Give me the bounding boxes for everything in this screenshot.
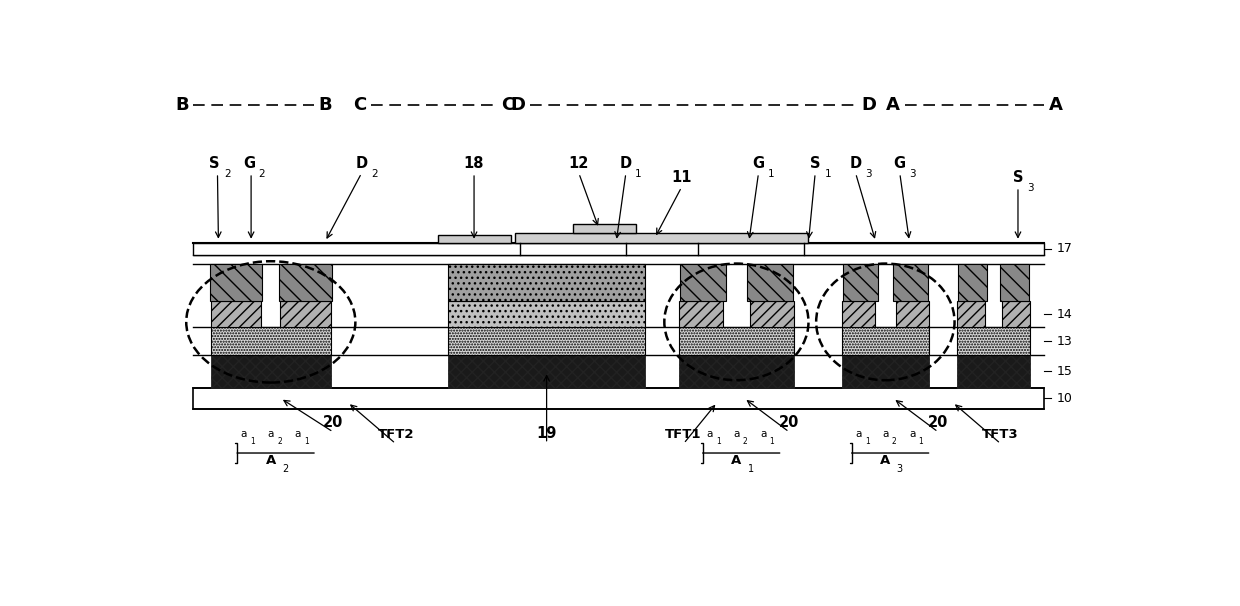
Bar [746, 264, 792, 301]
Text: a: a [733, 429, 739, 439]
Text: D: D [510, 96, 525, 115]
Text: 3: 3 [1027, 182, 1034, 193]
Text: 20: 20 [928, 415, 949, 430]
Bar [211, 327, 331, 355]
Bar [211, 301, 262, 327]
Text: 3: 3 [897, 464, 903, 474]
Text: 19: 19 [537, 427, 557, 441]
Bar [193, 243, 1044, 255]
Text: 1: 1 [864, 437, 869, 446]
Text: 17: 17 [1056, 242, 1073, 255]
Text: 18: 18 [464, 156, 485, 171]
Bar [439, 235, 511, 243]
Text: 3: 3 [864, 168, 872, 179]
Text: D: D [849, 156, 862, 171]
Text: 2: 2 [258, 168, 265, 179]
Text: 1: 1 [635, 168, 641, 179]
Bar [211, 355, 331, 388]
Text: C: C [353, 96, 367, 115]
Text: a: a [268, 429, 274, 439]
Text: a: a [295, 429, 301, 439]
Bar [680, 264, 727, 301]
Text: G: G [753, 156, 765, 171]
Bar [210, 264, 263, 301]
Bar [280, 301, 331, 327]
Bar [516, 233, 808, 243]
Text: 2: 2 [281, 464, 289, 474]
Bar [279, 264, 332, 301]
Text: S: S [810, 156, 821, 171]
Bar [893, 264, 928, 301]
Text: B: B [319, 96, 332, 115]
Text: a: a [760, 429, 766, 439]
Text: 12: 12 [569, 156, 589, 171]
Text: 1: 1 [768, 168, 774, 179]
Text: S: S [210, 156, 219, 171]
Bar [448, 355, 645, 388]
Text: B: B [175, 96, 188, 115]
Text: TFT3: TFT3 [982, 428, 1019, 441]
Text: 2: 2 [743, 437, 748, 446]
Text: D: D [862, 96, 877, 115]
Bar [678, 301, 723, 327]
Text: G: G [243, 156, 255, 171]
Text: 2: 2 [223, 168, 231, 179]
Text: 1: 1 [770, 437, 774, 446]
Text: a: a [707, 429, 713, 439]
Text: 20: 20 [779, 415, 800, 430]
Text: C: C [501, 96, 515, 115]
Text: a: a [241, 429, 247, 439]
Text: a: a [909, 429, 915, 439]
Bar [678, 327, 794, 355]
Text: A: A [880, 454, 890, 467]
Text: 15: 15 [1056, 365, 1073, 378]
Bar [843, 264, 878, 301]
Text: D: D [356, 156, 368, 171]
Text: 13: 13 [1056, 335, 1073, 347]
Bar [448, 264, 645, 301]
Text: A: A [885, 96, 900, 115]
Text: TFT1: TFT1 [666, 428, 702, 441]
Text: a: a [882, 429, 889, 439]
Bar [193, 327, 1044, 355]
Text: a: a [856, 429, 862, 439]
Text: A: A [732, 454, 742, 467]
Text: G: G [894, 156, 906, 171]
Text: 1: 1 [748, 464, 754, 474]
Text: 1: 1 [715, 437, 720, 446]
Text: 1: 1 [825, 168, 831, 179]
Bar [895, 301, 929, 327]
Bar [842, 301, 875, 327]
Bar [959, 264, 987, 301]
Text: 3: 3 [909, 168, 915, 179]
Bar [573, 224, 636, 233]
Text: S: S [1013, 170, 1023, 185]
Text: A: A [265, 454, 277, 467]
Bar [957, 355, 1029, 388]
Text: A: A [1049, 96, 1063, 115]
Bar [193, 388, 1044, 408]
Text: 11: 11 [671, 170, 692, 185]
Bar [1002, 301, 1029, 327]
Text: 14: 14 [1056, 308, 1073, 321]
Text: 1: 1 [250, 437, 255, 446]
Text: 2: 2 [277, 437, 281, 446]
Bar [999, 264, 1029, 301]
Bar [957, 301, 985, 327]
Text: 1: 1 [919, 437, 924, 446]
Text: 2: 2 [371, 168, 377, 179]
Bar [842, 355, 929, 388]
Bar [678, 355, 794, 388]
Bar [842, 327, 929, 355]
Text: 1: 1 [304, 437, 309, 446]
Text: 10: 10 [1056, 391, 1073, 405]
Text: D: D [620, 156, 632, 171]
Bar [750, 301, 794, 327]
Bar [448, 301, 645, 327]
Bar [957, 327, 1029, 355]
Text: 20: 20 [324, 415, 343, 430]
Bar [448, 327, 645, 355]
Text: TFT2: TFT2 [377, 428, 414, 441]
Text: 2: 2 [892, 437, 897, 446]
